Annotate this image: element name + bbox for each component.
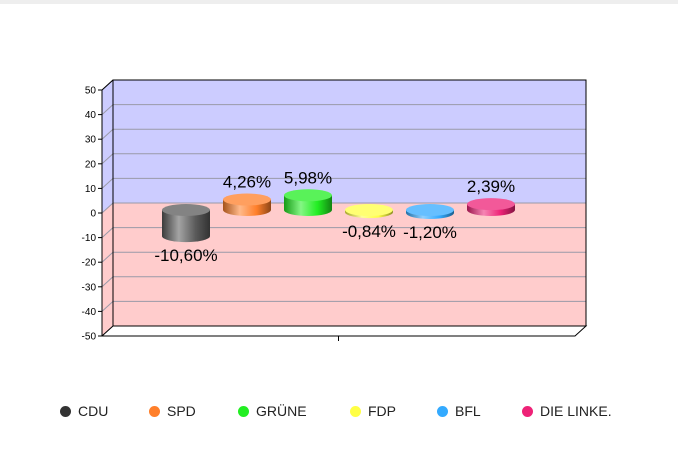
floor xyxy=(100,325,588,337)
top-border xyxy=(0,0,678,4)
legend-label: CDU xyxy=(78,403,109,419)
bar-cap xyxy=(284,189,332,202)
gridline-side xyxy=(101,104,114,115)
data-label: -10,60% xyxy=(154,246,217,265)
bar-gr-ne xyxy=(284,189,332,216)
y-tick-label: -40 xyxy=(82,307,97,318)
bar-spd xyxy=(223,193,271,216)
legend-item: DIE LINKE. xyxy=(522,400,612,422)
bar-cap xyxy=(467,198,515,211)
gridline-side xyxy=(101,128,114,140)
y-tick-label: -30 xyxy=(82,282,97,293)
bar-body xyxy=(162,210,210,243)
gridline-side xyxy=(101,153,114,165)
legend-swatch-icon xyxy=(522,405,533,417)
legend-item: BFL xyxy=(437,400,481,422)
legend-swatch-icon xyxy=(437,405,448,417)
data-label: 4,26% xyxy=(223,173,271,192)
data-label: 5,98% xyxy=(284,168,332,187)
bar-cap xyxy=(345,204,393,216)
y-tick-label: 40 xyxy=(85,110,97,121)
gridline-side xyxy=(101,276,114,288)
plot-background xyxy=(102,80,586,336)
legend-label: GRÜNE xyxy=(256,403,307,419)
bars xyxy=(162,189,515,243)
y-tick-label: 30 xyxy=(85,135,97,146)
side-wall-positive xyxy=(102,80,113,213)
gridline-side xyxy=(101,202,114,214)
y-tick-label: 20 xyxy=(85,159,97,170)
side-top-edge xyxy=(101,79,114,91)
side-wall-negative xyxy=(102,203,113,336)
legend-label: BFL xyxy=(455,403,481,419)
y-tick-label: 50 xyxy=(85,86,97,97)
legend-item: CDU xyxy=(60,400,108,422)
bar-cdu xyxy=(162,204,210,243)
bar-bfl xyxy=(406,204,454,219)
y-tick-label: -20 xyxy=(82,258,97,269)
gridline-side xyxy=(101,251,114,263)
legend-swatch-icon xyxy=(60,405,71,417)
legend-item: SPD xyxy=(149,400,196,422)
bar-cap xyxy=(223,193,271,206)
y-tick-label: -50 xyxy=(82,332,97,343)
data-labels: -10,60% 4,26% 5,98% -0,84% -1,20% 2,39% xyxy=(154,168,515,265)
legend-label: SPD xyxy=(167,403,196,419)
legend-item: FDP xyxy=(350,400,396,422)
legend-swatch-icon xyxy=(149,405,160,417)
legend-label: DIE LINKE. xyxy=(540,403,612,419)
gridline-side xyxy=(101,178,114,189)
legend: CDU SPD GRÜNE FDP BFL DIE LINKE. xyxy=(0,400,678,422)
y-tick-label: -10 xyxy=(82,233,97,244)
legend-swatch-icon xyxy=(238,405,249,417)
bar-die-linke xyxy=(467,198,515,216)
y-tick-label: 10 xyxy=(85,184,97,195)
positive-region xyxy=(113,80,586,203)
gridline-side xyxy=(101,227,114,238)
legend-swatch-icon xyxy=(350,405,361,417)
data-label: -0,84% xyxy=(342,222,396,241)
data-label: 2,39% xyxy=(467,177,515,196)
bar-fdp xyxy=(345,204,393,219)
bar-cap xyxy=(406,204,454,216)
y-axis-ticks: 50 40 30 20 10 0 -10 -20 -30 -40 -50 xyxy=(82,86,102,343)
legend-item: GRÜNE xyxy=(238,400,307,422)
y-tick-label: 0 xyxy=(90,209,96,220)
bar-cap xyxy=(162,204,210,216)
gridline-side xyxy=(101,301,114,312)
data-label: -1,20% xyxy=(403,223,457,242)
legend-label: FDP xyxy=(368,403,396,419)
